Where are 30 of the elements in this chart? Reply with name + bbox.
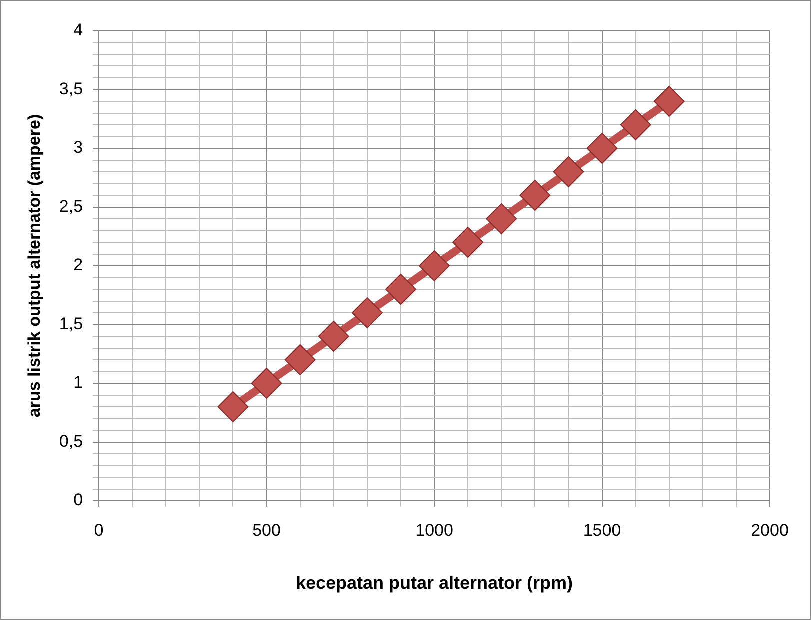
x-tick-label: 1000 bbox=[416, 520, 454, 540]
y-tick-label: 2,5 bbox=[59, 196, 84, 216]
x-tick-label: 1500 bbox=[583, 520, 622, 540]
point bbox=[251, 368, 282, 399]
y-tick-label: 1 bbox=[74, 373, 84, 392]
x-tick-label: 2000 bbox=[751, 520, 789, 540]
x-axis-title: kecepatan putar alternator (rpm) bbox=[296, 573, 574, 594]
point bbox=[352, 298, 383, 328]
y-tick-label: 3,5 bbox=[59, 79, 84, 98]
point bbox=[654, 86, 685, 117]
y-tick-label: 0,5 bbox=[59, 432, 84, 451]
point bbox=[586, 133, 618, 164]
point bbox=[284, 344, 316, 376]
x-tick-label: 0 bbox=[94, 520, 104, 540]
point bbox=[486, 204, 518, 234]
point bbox=[385, 274, 416, 305]
y-tick-label: 1,5 bbox=[59, 314, 84, 334]
y-tick-label: 4 bbox=[74, 20, 84, 40]
y-tick-label: 2 bbox=[74, 256, 84, 275]
point bbox=[452, 227, 484, 258]
point bbox=[419, 250, 450, 282]
point bbox=[318, 321, 350, 352]
point bbox=[553, 156, 584, 188]
point bbox=[620, 110, 652, 140]
y-tick-label: 0 bbox=[74, 490, 84, 510]
y-tick-label: 3 bbox=[74, 138, 84, 158]
point bbox=[218, 392, 249, 422]
y-axis-title: arus listrik output alternator (ampere) bbox=[24, 114, 44, 418]
point bbox=[520, 180, 551, 211]
x-tick-label: 500 bbox=[252, 520, 281, 540]
